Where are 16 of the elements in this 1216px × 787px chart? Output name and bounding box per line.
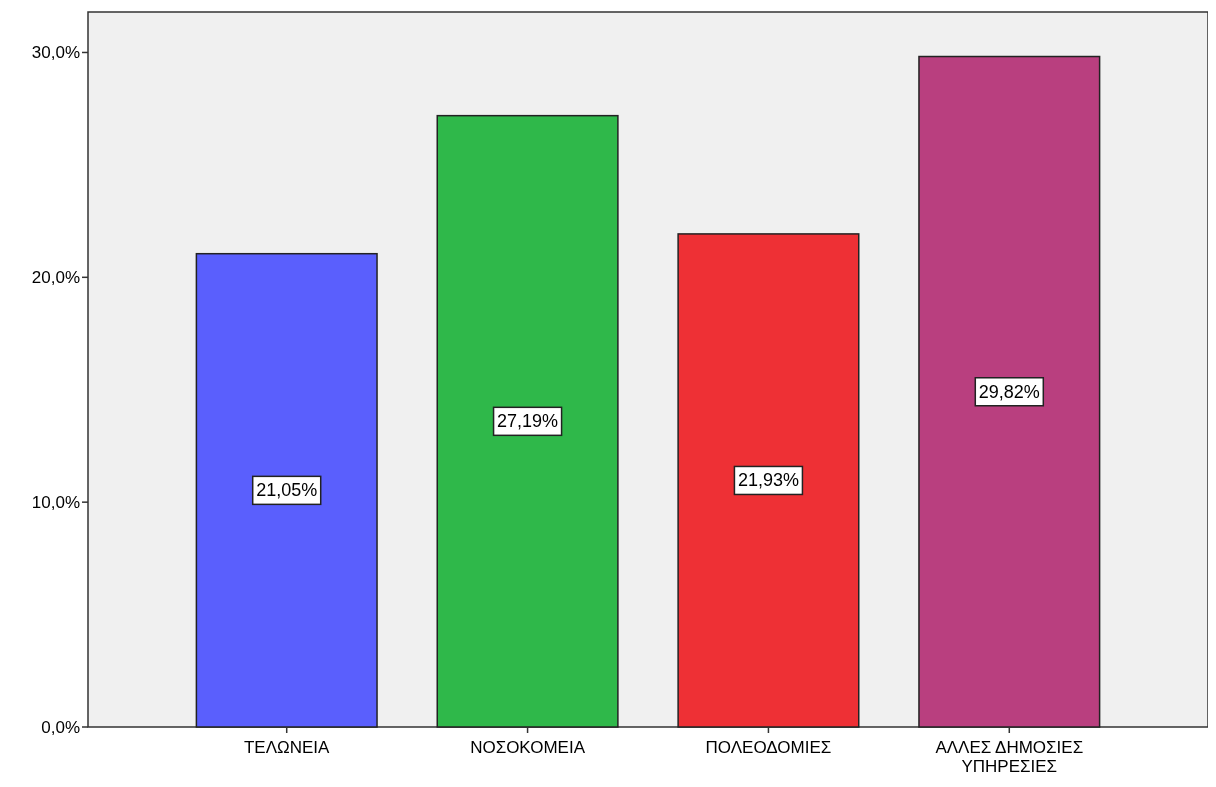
y-tick-label: 10,0% [31, 493, 80, 513]
data-label: 21,05% [256, 480, 318, 501]
bar [436, 114, 619, 728]
y-tick-label: 0,0% [41, 718, 80, 737]
y-tick-label: 20,0% [31, 268, 80, 288]
bar [918, 55, 1101, 728]
data-label: 27,19% [497, 411, 559, 432]
x-tick-label: ΑΛΛΕΣ ΔΗΜΟΣΙΕΣ ΥΠΗΡΕΣΙΕΣ [935, 738, 1084, 776]
bar [195, 252, 378, 728]
x-tick-label: ΤΕΛΩΝΕΙΑ [243, 738, 331, 757]
x-tick-label: ΝΟΣΟΚΟΜΕΙΑ [470, 738, 586, 757]
bar [677, 233, 860, 728]
x-tick-label: ΠΟΛΕΟΔΟΜΙΕΣ [705, 738, 832, 757]
data-label: 29,82% [978, 381, 1040, 402]
data-label: 21,93% [737, 470, 799, 491]
y-tick-label: 30,0% [31, 43, 80, 63]
